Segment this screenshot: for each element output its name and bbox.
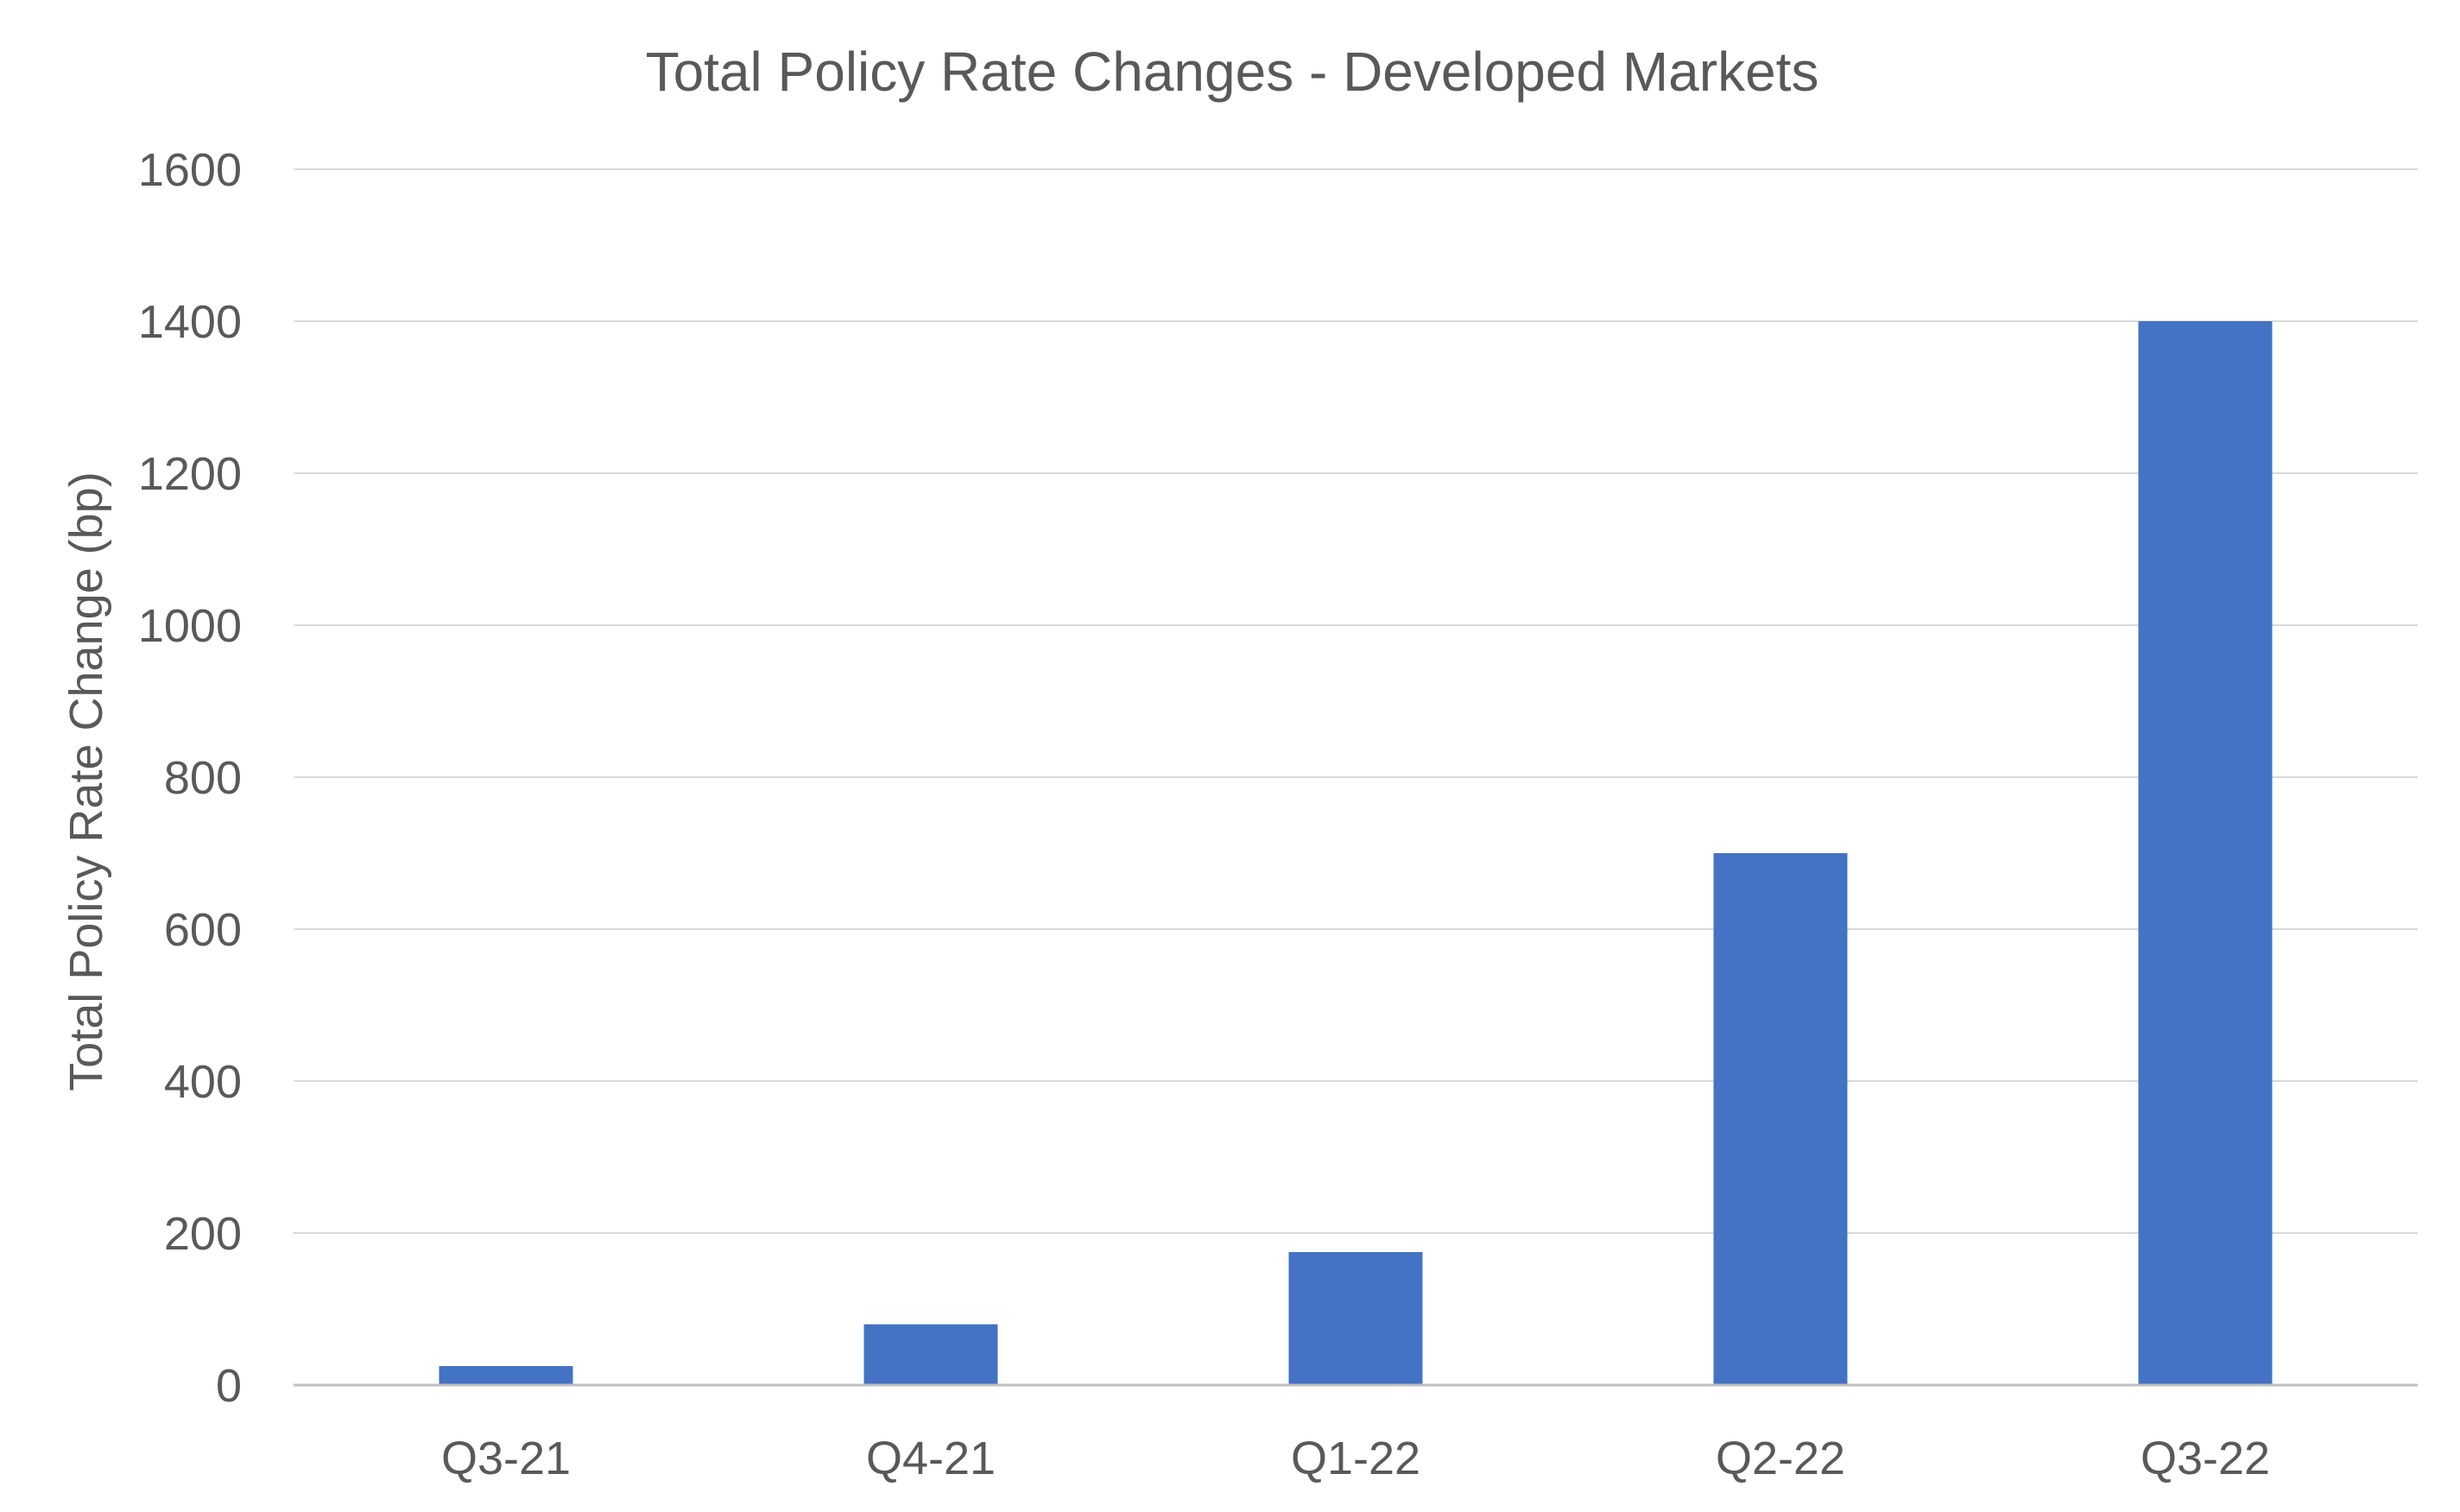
gridlines (294, 168, 2418, 1234)
y-tick-label: 1000 (138, 600, 242, 652)
y-tick-label: 400 (164, 1056, 242, 1108)
y-tick-label: 800 (164, 752, 242, 804)
x-tick-label: Q3-21 (441, 1433, 571, 1484)
y-tick-label: 200 (164, 1208, 242, 1260)
bar-q1-22 (1288, 1252, 1423, 1385)
x-tick-label: Q3-22 (2141, 1433, 2270, 1484)
x-tick-labels: Q3-21 Q4-21 Q1-22 Q2-22 Q3-22 (441, 1433, 2270, 1484)
y-tick-label: 1400 (138, 296, 242, 348)
bar-q3-21 (439, 1366, 573, 1385)
y-axis-label: Total Policy Rate Change (bp) (60, 471, 112, 1091)
x-tick-label: Q1-22 (1291, 1433, 1420, 1484)
x-tick-label: Q4-21 (866, 1433, 996, 1484)
x-tick-label: Q2-22 (1716, 1433, 1845, 1484)
y-tick-label: 1600 (138, 144, 242, 196)
bar-q4-21 (863, 1324, 998, 1385)
bars (439, 321, 2273, 1385)
y-tick-label: 1200 (138, 448, 242, 500)
y-tick-label: 0 (216, 1360, 242, 1412)
y-tick-labels: 0 200 400 600 800 1000 1200 1400 1600 (138, 144, 242, 1412)
bar-q2-22 (1713, 853, 1848, 1385)
bar-q3-22 (2138, 321, 2273, 1385)
y-tick-label: 600 (164, 904, 242, 956)
chart-title: Total Policy Rate Changes - Developed Ma… (646, 41, 1819, 103)
